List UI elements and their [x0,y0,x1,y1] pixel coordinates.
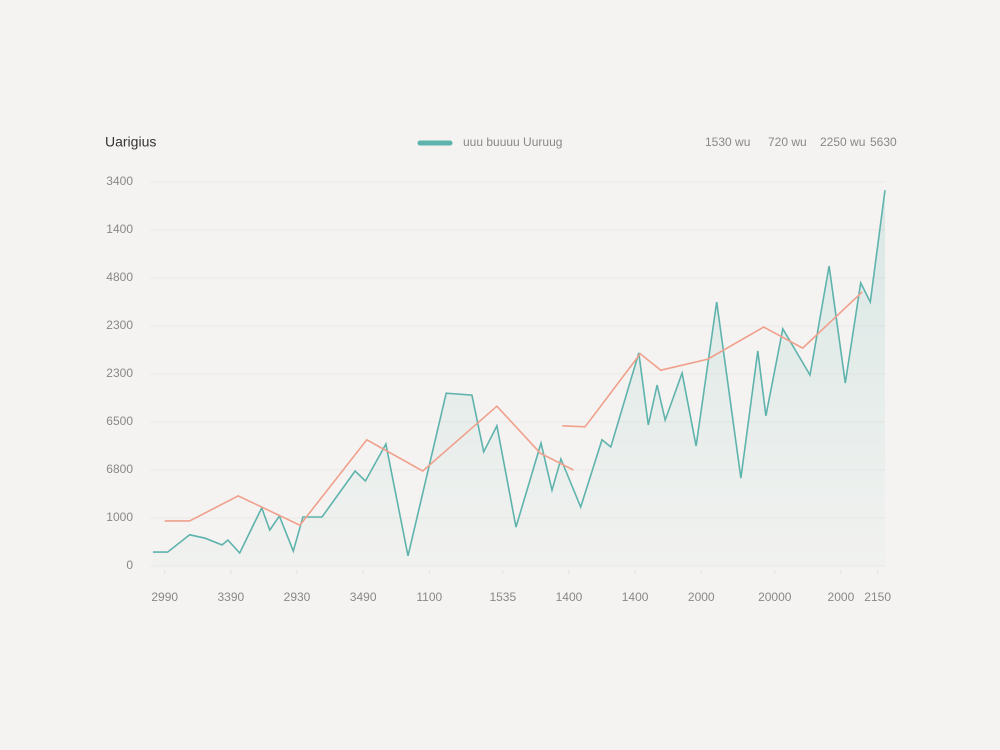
line [164,291,863,527]
chart-title: Uarigius [105,134,156,150]
x-tick-label: 2930 [284,590,311,604]
x-tick-label: 3390 [217,590,244,604]
x-tick-label: 1400 [556,590,583,604]
y-tick-label: 4800 [106,270,133,284]
x-tick-label: 3490 [350,590,377,604]
stat-label: 5630 [870,135,897,149]
stat-label: 720 wu [768,135,807,149]
x-tick-label: 1100 [416,590,442,604]
y-tick-label: 0 [126,558,133,572]
x-tick-label: 2990 [151,590,178,604]
y-tick-label: 1000 [106,510,133,524]
x-tick-label: 2000 [828,590,855,604]
y-tick-label: 6500 [106,414,133,428]
x-tick-label: 20000 [758,590,792,604]
y-tick-label: 3400 [106,174,133,188]
x-tick-label: 1400 [622,590,649,604]
plot [152,190,886,566]
line [152,190,886,557]
y-tick-label: 2300 [106,318,133,332]
x-tick-label: 2000 [688,590,715,604]
x-tick-label: 2150 [864,590,891,604]
y-tick-label: 1400 [106,222,133,236]
y-tick-label: 6800 [106,462,133,476]
stat-label: 1530 wu [705,135,750,149]
y-tick-label: 2300 [106,366,133,380]
x-tick-label: 1535 [489,590,516,604]
legend: 1530 wu 720 wu 2250 wu 5630 uuu buuuu Uuruug [417,135,897,149]
area [152,190,885,566]
stat-label: 2250 wu [820,135,865,149]
legend-label: uuu buuuu Uuruug [463,135,562,149]
